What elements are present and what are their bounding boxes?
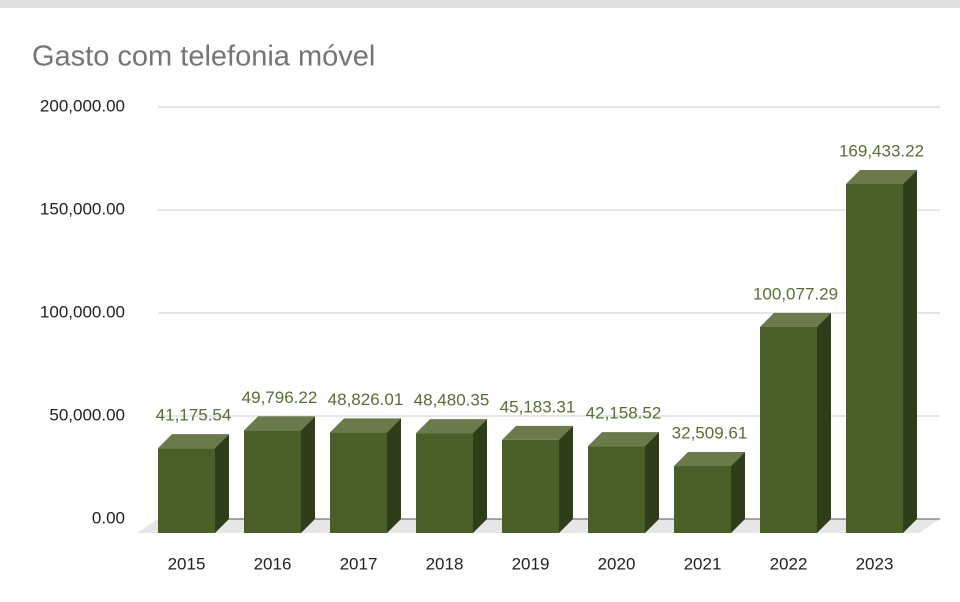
- value-label: 100,077.29: [753, 284, 838, 303]
- bar-top: [674, 452, 745, 467]
- x-tick-label: 2015: [168, 554, 206, 573]
- x-tick-label: 2020: [598, 554, 636, 573]
- x-tick-label: 2021: [684, 554, 722, 573]
- bar: [674, 452, 745, 533]
- bar-top: [244, 416, 315, 431]
- bar-side: [301, 416, 315, 533]
- bar-top: [330, 418, 401, 433]
- bar: [158, 434, 229, 533]
- x-tick-label: 2016: [254, 554, 292, 573]
- bar-side: [645, 432, 659, 533]
- x-tick-label: 2018: [426, 554, 464, 573]
- bar-side: [215, 434, 229, 533]
- x-tick-label: 2017: [340, 554, 378, 573]
- y-tick-label: 200,000.00: [40, 96, 125, 115]
- bar: [760, 312, 831, 533]
- bar-front: [588, 446, 645, 533]
- bar: [330, 418, 401, 533]
- bar-side: [559, 425, 573, 533]
- value-label: 48,826.01: [328, 390, 404, 409]
- bar-top: [158, 434, 229, 449]
- bar-front: [244, 430, 301, 533]
- bar-front: [846, 183, 903, 533]
- bar-side: [731, 452, 745, 533]
- bar-front: [502, 439, 559, 533]
- y-tick-label: 150,000.00: [40, 199, 125, 218]
- value-label: 32,509.61: [672, 424, 748, 443]
- bar-side: [473, 419, 487, 533]
- bar-front: [330, 432, 387, 533]
- x-tick-label: 2019: [512, 554, 550, 573]
- bar-front: [674, 466, 731, 533]
- value-label: 41,175.54: [156, 406, 232, 425]
- bar-front: [158, 448, 215, 533]
- bar: [502, 425, 573, 533]
- bar: [588, 432, 659, 533]
- value-label: 45,183.31: [500, 397, 576, 416]
- value-label: 48,480.35: [414, 391, 490, 410]
- x-tick-label: 2023: [856, 554, 894, 573]
- bar-side: [903, 169, 917, 533]
- y-tick-label: 100,000.00: [40, 302, 125, 321]
- top-border: [0, 0, 960, 8]
- x-tick-label: 2022: [770, 554, 808, 573]
- chart-title: Gasto com telefonia móvel: [32, 41, 375, 73]
- bar-front: [760, 326, 817, 533]
- bar-top: [760, 312, 831, 327]
- bar-top: [846, 169, 917, 184]
- bar: [416, 419, 487, 533]
- bar-side: [817, 312, 831, 533]
- bar: [244, 416, 315, 533]
- bar-top: [588, 432, 659, 447]
- y-tick-label: 50,000.00: [49, 405, 125, 424]
- bar-top: [416, 419, 487, 434]
- value-label: 42,158.52: [586, 404, 662, 423]
- bar-top: [502, 425, 573, 440]
- bar-side: [387, 418, 401, 533]
- y-tick-label: 0.00: [92, 508, 125, 527]
- value-label: 49,796.22: [242, 388, 318, 407]
- value-label: 169,433.22: [839, 141, 924, 160]
- bar-front: [416, 433, 473, 533]
- bar: [846, 169, 917, 533]
